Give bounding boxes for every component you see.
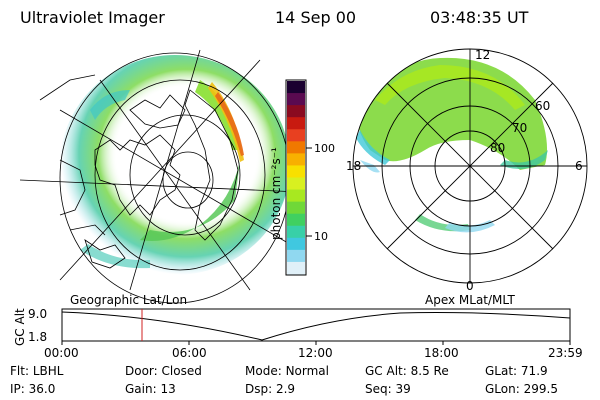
- colorbar-swatch: [287, 153, 305, 166]
- info-door: Door: Closed: [125, 364, 202, 378]
- colorbar-swatch: [287, 141, 305, 154]
- alt-ylabel: GC Alt: [13, 308, 27, 346]
- info-gcalt: GC Alt: 8.5 Re: [365, 364, 449, 378]
- left-panel-label: Geographic Lat/Lon: [70, 293, 187, 307]
- mlt-label-6: 6: [575, 159, 583, 173]
- colorbar-swatch: [287, 261, 305, 275]
- info-ip: IP: 36.0: [10, 382, 56, 396]
- colorbar-tick-10: 10: [314, 230, 328, 243]
- info-glat: GLat: 71.9: [485, 364, 548, 378]
- colorbar-swatch: [287, 105, 305, 118]
- magnetic-polar-image: 12 18 6 0 60 70 80: [346, 48, 588, 293]
- date-label: 14 Sep 00: [275, 8, 357, 27]
- colorbar-swatch: [287, 189, 305, 203]
- colorbar-tick-100: 100: [314, 142, 335, 155]
- colorbar-swatch: [287, 249, 305, 263]
- colorbar-swatch: [287, 213, 305, 227]
- colorbar-swatch: [287, 237, 305, 251]
- colorbar-swatch: [287, 177, 305, 191]
- time-label: 03:48:35 UT: [430, 8, 529, 27]
- instrument-title: Ultraviolet Imager: [20, 8, 165, 27]
- colorbar-swatch: [287, 201, 305, 215]
- colorbar-swatch: [287, 81, 305, 94]
- info-seq: Seq: 39: [365, 382, 411, 396]
- alt-ytick-9: 9.0: [28, 307, 47, 321]
- alt-xtick-3: 18:00: [424, 346, 459, 360]
- alt-xtick-2: 12:00: [298, 346, 333, 360]
- info-gain: Gain: 13: [125, 382, 176, 396]
- info-flt: Flt: LBHL: [10, 364, 64, 378]
- mlat-label-60: 60: [535, 99, 550, 113]
- info-glon: GLon: 299.5: [485, 382, 558, 396]
- alt-xtick-4: 23:59: [548, 346, 583, 360]
- alt-xtick-0: 00:00: [44, 346, 79, 360]
- info-dsp: Dsp: 2.9: [245, 382, 296, 396]
- info-mode: Mode: Normal: [245, 364, 329, 378]
- mlat-label-80: 80: [490, 141, 505, 155]
- mlat-label-70: 70: [512, 121, 527, 135]
- colorbar: 100 10 photon cm⁻²s⁻¹: [269, 79, 335, 276]
- colorbar-swatch: [287, 129, 305, 142]
- colorbar-swatch: [287, 93, 305, 106]
- right-panel-label: Apex MLat/MLT: [425, 293, 515, 307]
- colorbar-swatch: [287, 225, 305, 239]
- alt-ytick-1.8: 1.8: [28, 330, 47, 344]
- colorbar-swatch: [287, 117, 305, 130]
- alt-xtick-1: 06:00: [172, 346, 207, 360]
- colorbar-swatch: [287, 165, 305, 178]
- mlt-label-12: 12: [475, 48, 490, 62]
- geographic-image: [19, 49, 301, 304]
- colorbar-label: photon cm⁻²s⁻¹: [269, 147, 283, 240]
- mlt-label-0: 0: [466, 279, 474, 293]
- altitude-plot: 9.0 1.8 GC Alt 00:00 06:00 12:00 18:00 2…: [13, 307, 583, 360]
- mlt-label-18: 18: [346, 159, 361, 173]
